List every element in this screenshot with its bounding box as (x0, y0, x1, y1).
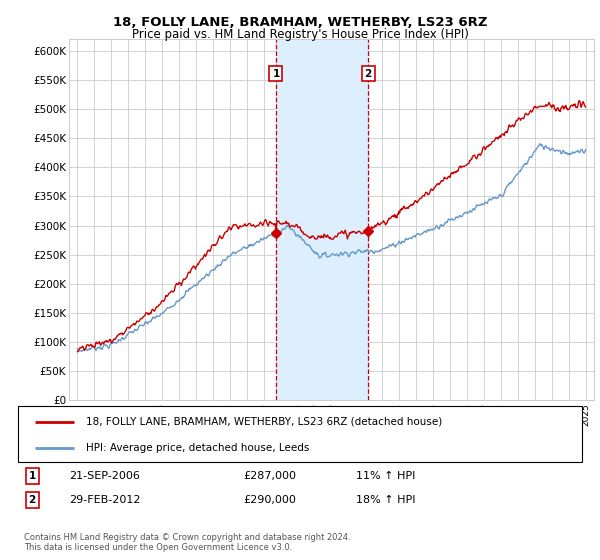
Text: 11% ↑ HPI: 11% ↑ HPI (356, 471, 416, 481)
FancyBboxPatch shape (18, 406, 582, 462)
Text: 1: 1 (28, 471, 36, 481)
Text: 2: 2 (364, 68, 372, 78)
Text: 18% ↑ HPI: 18% ↑ HPI (356, 495, 416, 505)
Text: 18, FOLLY LANE, BRAMHAM, WETHERBY, LS23 6RZ: 18, FOLLY LANE, BRAMHAM, WETHERBY, LS23 … (113, 16, 487, 29)
Text: Price paid vs. HM Land Registry's House Price Index (HPI): Price paid vs. HM Land Registry's House … (131, 28, 469, 41)
Text: 29-FEB-2012: 29-FEB-2012 (69, 495, 140, 505)
Text: 18, FOLLY LANE, BRAMHAM, WETHERBY, LS23 6RZ (detached house): 18, FOLLY LANE, BRAMHAM, WETHERBY, LS23 … (86, 417, 442, 427)
Text: 2: 2 (28, 495, 36, 505)
Text: £290,000: £290,000 (244, 495, 296, 505)
Text: HPI: Average price, detached house, Leeds: HPI: Average price, detached house, Leed… (86, 443, 309, 453)
Text: 1: 1 (272, 68, 280, 78)
Text: Contains HM Land Registry data © Crown copyright and database right 2024.
This d: Contains HM Land Registry data © Crown c… (23, 533, 350, 552)
Text: 21-SEP-2006: 21-SEP-2006 (69, 471, 140, 481)
Bar (276, 39, 368, 400)
Text: £287,000: £287,000 (244, 471, 296, 481)
